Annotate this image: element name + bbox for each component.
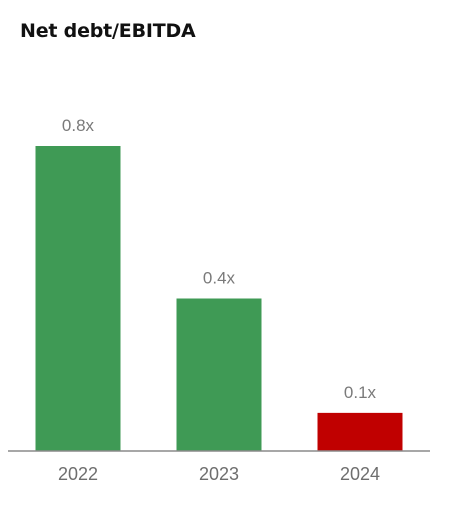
bar-2024 <box>317 412 403 451</box>
bars-layer <box>35 146 403 451</box>
value-label-2022: 0.8x <box>62 116 95 135</box>
x-tick-labels-layer: 2022 2023 2024 <box>58 464 380 484</box>
chart-title: Net debt/EBITDA <box>20 20 196 42</box>
value-label-2024: 0.1x <box>344 383 377 402</box>
x-tick-label-2022: 2022 <box>58 464 98 484</box>
x-tick-label-2023: 2023 <box>199 464 239 484</box>
bar-2022 <box>35 146 121 451</box>
x-tick-label-2024: 2024 <box>340 464 380 484</box>
bar-2023 <box>176 298 262 451</box>
value-label-2023: 0.4x <box>203 269 236 288</box>
value-labels-layer: 0.8x 0.4x 0.1x <box>62 116 377 402</box>
